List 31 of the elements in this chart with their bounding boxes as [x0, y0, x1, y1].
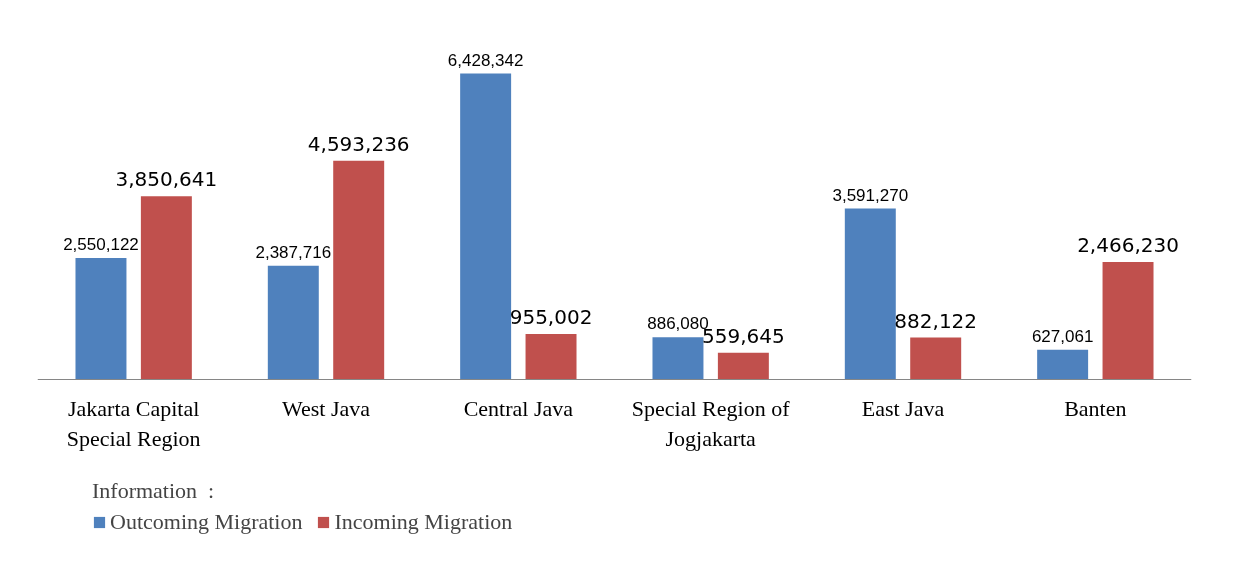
bar [844, 208, 896, 380]
bar [75, 258, 127, 380]
data-label: 3,850,641 [115, 167, 218, 192]
x-tick-label: West Java [281, 395, 371, 421]
bar [460, 73, 512, 380]
data-label: 3,591,270 [832, 185, 909, 205]
x-tick-label: Central Java [463, 395, 574, 421]
x-tick-label: East Java [861, 395, 945, 421]
bar [267, 265, 319, 380]
bar [140, 196, 192, 380]
bar [717, 352, 769, 380]
x-tick-label: Special Region of Jogjakarta [631, 395, 791, 451]
legend-title: Information : [92, 478, 216, 504]
bar [1037, 349, 1089, 380]
bar [1102, 262, 1154, 380]
data-label: 2,550,122 [63, 235, 139, 255]
data-label: 882,122 [894, 308, 978, 333]
data-label: 4,593,236 [307, 131, 410, 156]
data-label: 627,061 [1031, 326, 1094, 346]
data-label: 2,387,716 [255, 242, 332, 262]
legend-label: Outcoming Migration [110, 509, 303, 535]
data-label: 6,428,342 [447, 50, 524, 70]
x-tick-label: Jakarta Capital Special Region [66, 395, 201, 451]
bar [333, 160, 385, 380]
legend-label: Incoming Migration [334, 509, 513, 535]
x-tick-label: Banten [1064, 395, 1127, 421]
bar [525, 334, 577, 380]
data-label: 2,466,230 [1077, 233, 1179, 258]
bar [910, 337, 962, 380]
data-label: 955,002 [509, 305, 593, 330]
bar [652, 337, 704, 380]
